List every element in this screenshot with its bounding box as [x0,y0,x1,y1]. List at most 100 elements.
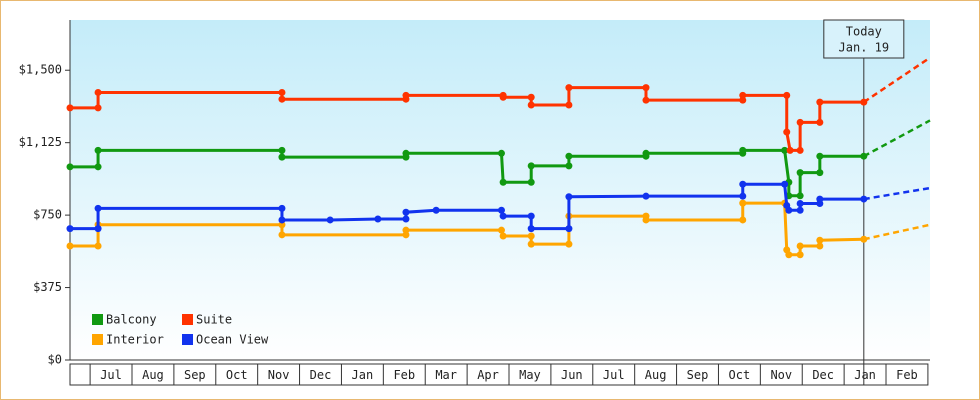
point [94,88,102,96]
x-tick-label: Nov [268,368,290,382]
point [94,104,102,112]
projection-line [863,56,931,104]
legend-swatch [92,334,103,345]
point [94,204,102,212]
point [786,146,794,154]
x-tick-label: May [519,368,541,382]
point [796,200,804,208]
point [278,221,286,229]
point [278,153,286,161]
point [527,240,535,248]
point [739,96,747,104]
legend-swatch [92,314,103,325]
point [816,169,824,177]
point [642,216,650,224]
point [278,146,286,154]
point [402,91,410,99]
x-tick-label: Mar [435,368,457,382]
month-strip [69,363,929,386]
x-tick-label: Dec [310,368,332,382]
point [402,226,410,234]
x-tick-label: Jan [854,368,876,382]
point [565,225,573,233]
x-tick-label: Apr [477,368,499,382]
legend-label: Balcony [106,313,157,327]
today-label: Today [846,25,882,39]
point [66,104,74,112]
point [497,226,505,234]
point [402,149,410,157]
point [816,98,824,106]
x-tick-label: Feb [393,368,415,382]
point [816,152,824,160]
point [739,192,747,200]
legend-label: Suite [196,313,232,327]
point [796,192,804,200]
y-tick-label: $375 [33,280,62,294]
point [326,216,334,224]
point [374,215,382,223]
legend-label: Interior [106,333,164,347]
point [739,199,747,207]
point [565,84,573,92]
point [783,91,791,99]
point [66,163,74,171]
point [94,146,102,154]
point [278,204,286,212]
point [402,215,410,223]
point [497,206,505,214]
point [66,225,74,233]
point [527,232,535,240]
x-tick-label: Sep [687,368,709,382]
x-tick-label: Nov [770,368,792,382]
point [499,212,507,220]
y-tick-label: $0 [48,353,62,367]
point [527,225,535,233]
point [796,146,804,154]
today-label: Jan. 19 [839,41,890,55]
point [781,146,789,154]
point [527,212,535,220]
point [565,101,573,109]
x-tick-label: Jul [603,368,625,382]
point [497,149,505,157]
point [642,84,650,92]
point [796,118,804,126]
point [499,93,507,101]
x-tick-label: Jul [100,368,122,382]
point [527,101,535,109]
legend-swatch [182,314,193,325]
point [527,178,535,186]
point [278,95,286,103]
point [499,232,507,240]
point [796,206,804,214]
point [642,149,650,157]
x-tick-label: Aug [142,368,164,382]
point [796,242,804,250]
point [66,242,74,250]
point [781,180,789,188]
legend-swatch [182,334,193,345]
point [796,251,804,259]
x-tick-label: Feb [896,368,918,382]
legend-label: Ocean View [196,333,269,347]
point [816,118,824,126]
point [816,236,824,244]
point [785,206,793,214]
point [565,162,573,170]
point [402,208,410,216]
x-tick-label: Oct [729,368,751,382]
x-tick-label: Jun [561,368,583,382]
point [642,192,650,200]
point [278,231,286,239]
x-tick-label: Jan [352,368,374,382]
point [432,206,440,214]
y-tick-label: $1,125 [19,135,62,149]
projection-line [863,186,931,201]
point [739,180,747,188]
point [278,88,286,96]
y-tick-label: $1,500 [19,63,62,77]
point [785,251,793,259]
point [499,178,507,186]
